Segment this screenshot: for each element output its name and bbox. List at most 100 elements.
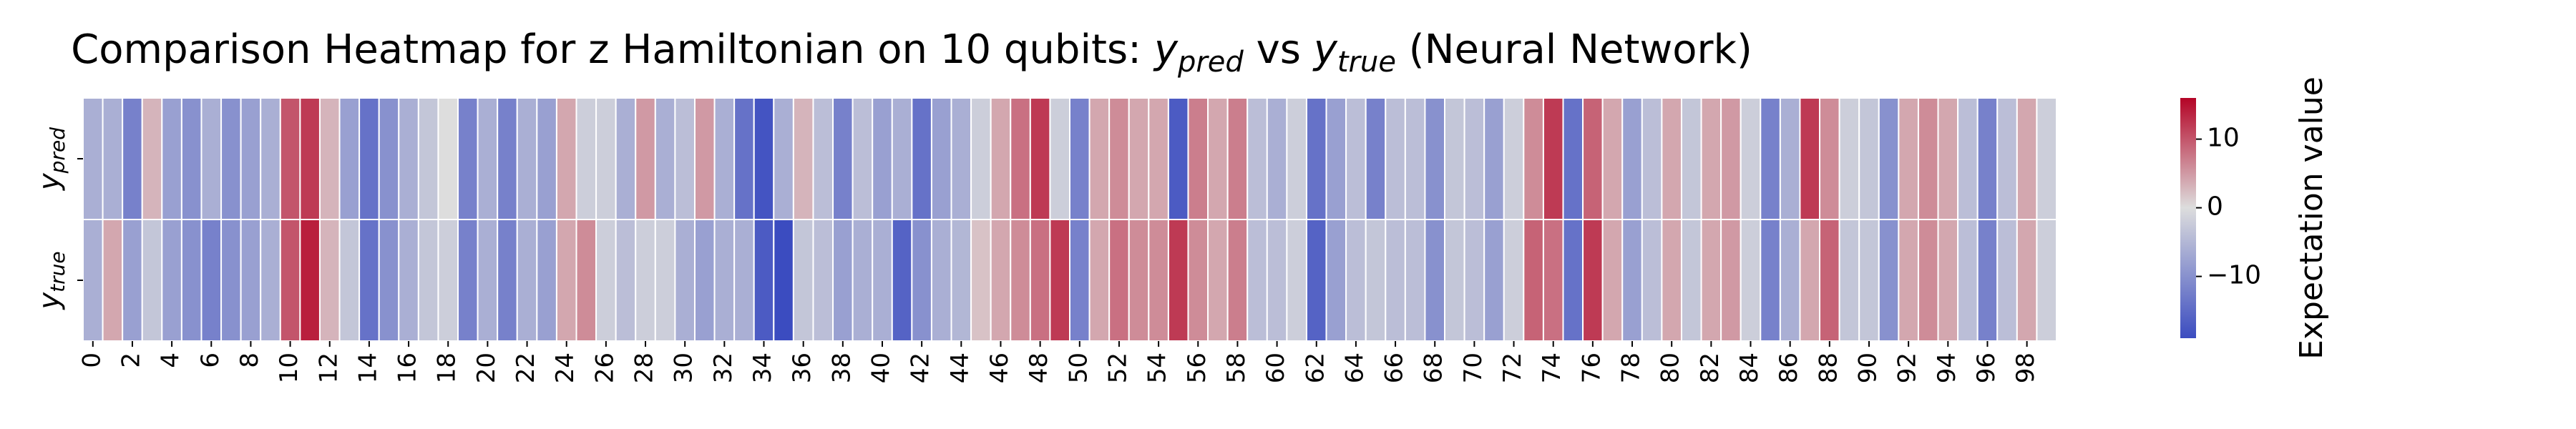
x-tick-label: 50 — [1064, 352, 1093, 383]
heatmap-cell-true — [102, 219, 124, 342]
heatmap-cell-true — [1010, 219, 1031, 342]
x-tick-label: 2 — [117, 352, 145, 368]
heatmap-cell-pred — [1266, 97, 1288, 220]
heatmap-cell-pred — [693, 97, 716, 220]
heatmap-cell-true — [1937, 219, 1959, 342]
heatmap-cell-pred — [477, 97, 499, 220]
heatmap-cell-pred — [122, 97, 143, 220]
heatmap-cell-pred — [950, 97, 972, 220]
x-tick-label: 32 — [709, 352, 738, 383]
heatmap-cell-pred — [1937, 97, 1959, 220]
x-tick-label: 90 — [1853, 352, 1882, 383]
heatmap-cell-pred — [1976, 97, 1999, 220]
heatmap-cell-true — [200, 219, 223, 342]
heatmap-cell-true — [180, 219, 203, 342]
heatmap-cell-true — [1128, 219, 1150, 342]
heatmap-cell-true — [1325, 219, 1347, 342]
heatmap-cell-true — [575, 219, 597, 342]
heatmap-cell-pred — [792, 97, 814, 220]
heatmap-cell-true — [595, 219, 617, 342]
x-tick-label: 10 — [275, 352, 303, 383]
heatmap-cell-true — [1305, 219, 1327, 342]
x-tick-label: 18 — [433, 352, 462, 383]
x-tick-label: 88 — [1814, 352, 1843, 383]
heatmap-cell-true — [1542, 219, 1564, 342]
x-axis: 0 2 4 6 8 10 12 14 16 18 20 22 24 26 28 30 32 34 36 38 40 42 4… — [77, 341, 2040, 383]
heatmap-cell-true — [950, 219, 972, 342]
heatmap-cell-true — [792, 219, 814, 342]
heatmap-cell-pred — [1661, 97, 1682, 220]
heatmap-cell-pred — [1148, 97, 1169, 220]
heatmap-cell-pred — [82, 97, 104, 220]
heatmap-cell-true — [635, 219, 656, 342]
heatmap-cell-pred — [180, 97, 203, 220]
x-tick-label: 6 — [196, 352, 225, 368]
heatmap-cell-pred — [1838, 97, 1860, 220]
row-label-pred-base: y — [33, 172, 66, 191]
heatmap-cell-pred — [1740, 97, 1762, 220]
heatmap-cell-pred — [911, 97, 932, 220]
heatmap-cell-pred — [575, 97, 597, 220]
heatmap-cell-true — [1760, 219, 1781, 342]
heatmap-cell-true — [82, 219, 104, 342]
colorbar-tick-label: 10 — [2207, 124, 2240, 153]
heatmap-cell-pred — [497, 97, 518, 220]
heatmap-cell-pred — [1483, 97, 1505, 220]
heatmap-cell-pred — [1819, 97, 1840, 220]
heatmap-cell-pred — [635, 97, 656, 220]
heatmap-cell-true — [536, 219, 557, 342]
row-label-pred-sub: pred — [46, 127, 69, 174]
heatmap-cell-true — [1345, 219, 1367, 342]
y-tick-label-pred: ypred — [33, 127, 69, 191]
x-tick-label: 82 — [1696, 352, 1724, 383]
x-tick-label: 40 — [867, 352, 895, 383]
heatmap-cell-true — [2036, 219, 2057, 342]
x-tick-label: 98 — [2011, 352, 2040, 383]
title-vs: vs — [1244, 26, 1314, 73]
heatmap-cell-pred — [260, 97, 281, 220]
heatmap-cell-true — [1148, 219, 1169, 342]
heatmap-cell-true — [1108, 219, 1130, 342]
heatmap-cell-true — [299, 219, 321, 342]
heatmap-cell-pred — [1621, 97, 1643, 220]
heatmap-cell-pred — [1680, 97, 1702, 220]
heatmap-cell-true — [398, 219, 419, 342]
heatmap-cell-pred — [872, 97, 893, 220]
heatmap-cell-true — [437, 219, 459, 342]
heatmap-cell-pred — [1246, 97, 1268, 220]
heatmap-cell-pred — [1010, 97, 1031, 220]
heatmap-cell-pred — [1503, 97, 1525, 220]
x-tick-label: 70 — [1459, 352, 1488, 383]
x-tick-label: 72 — [1498, 352, 1527, 383]
colorbar-gradient-bar — [2180, 98, 2196, 338]
heatmap-cell-pred — [1720, 97, 1742, 220]
heatmap-cell-pred — [536, 97, 557, 220]
heatmap-cell-true — [1365, 219, 1387, 342]
heatmap-cell-true — [654, 219, 676, 342]
heatmap-cell-pred — [279, 97, 301, 220]
heatmap-cell-pred — [200, 97, 223, 220]
colorbar-tick-label: −10 — [2207, 261, 2261, 290]
heatmap-cell-pred — [1325, 97, 1347, 220]
x-tick-label: 74 — [1538, 352, 1566, 383]
title-main: Comparison Heatmap for z Hamiltonian on … — [71, 26, 1154, 73]
heatmap-cell-pred — [713, 97, 736, 220]
heatmap-cell-true — [773, 219, 794, 342]
heatmap-cell-pred — [2016, 97, 2038, 220]
heatmap-cell-pred — [2036, 97, 2057, 220]
x-tick-label: 0 — [77, 352, 106, 368]
x-tick-label: 58 — [1222, 352, 1251, 383]
heatmap-cell-true — [1266, 219, 1288, 342]
x-tick-label: 30 — [670, 352, 698, 383]
x-tick-label: 46 — [985, 352, 1014, 383]
x-tick-label: 80 — [1657, 352, 1685, 383]
title-true-subscript: true — [1337, 46, 1396, 79]
heatmap-cell-true — [220, 219, 242, 342]
heatmap-cell-pred — [358, 97, 380, 220]
x-tick-label: 92 — [1893, 352, 1922, 383]
heatmap-cell-pred — [1365, 97, 1387, 220]
heatmap-cell-true — [852, 219, 874, 342]
heatmap-cell-true — [1088, 219, 1111, 342]
heatmap-cell-true — [338, 219, 361, 342]
heatmap-cell-pred — [773, 97, 794, 220]
